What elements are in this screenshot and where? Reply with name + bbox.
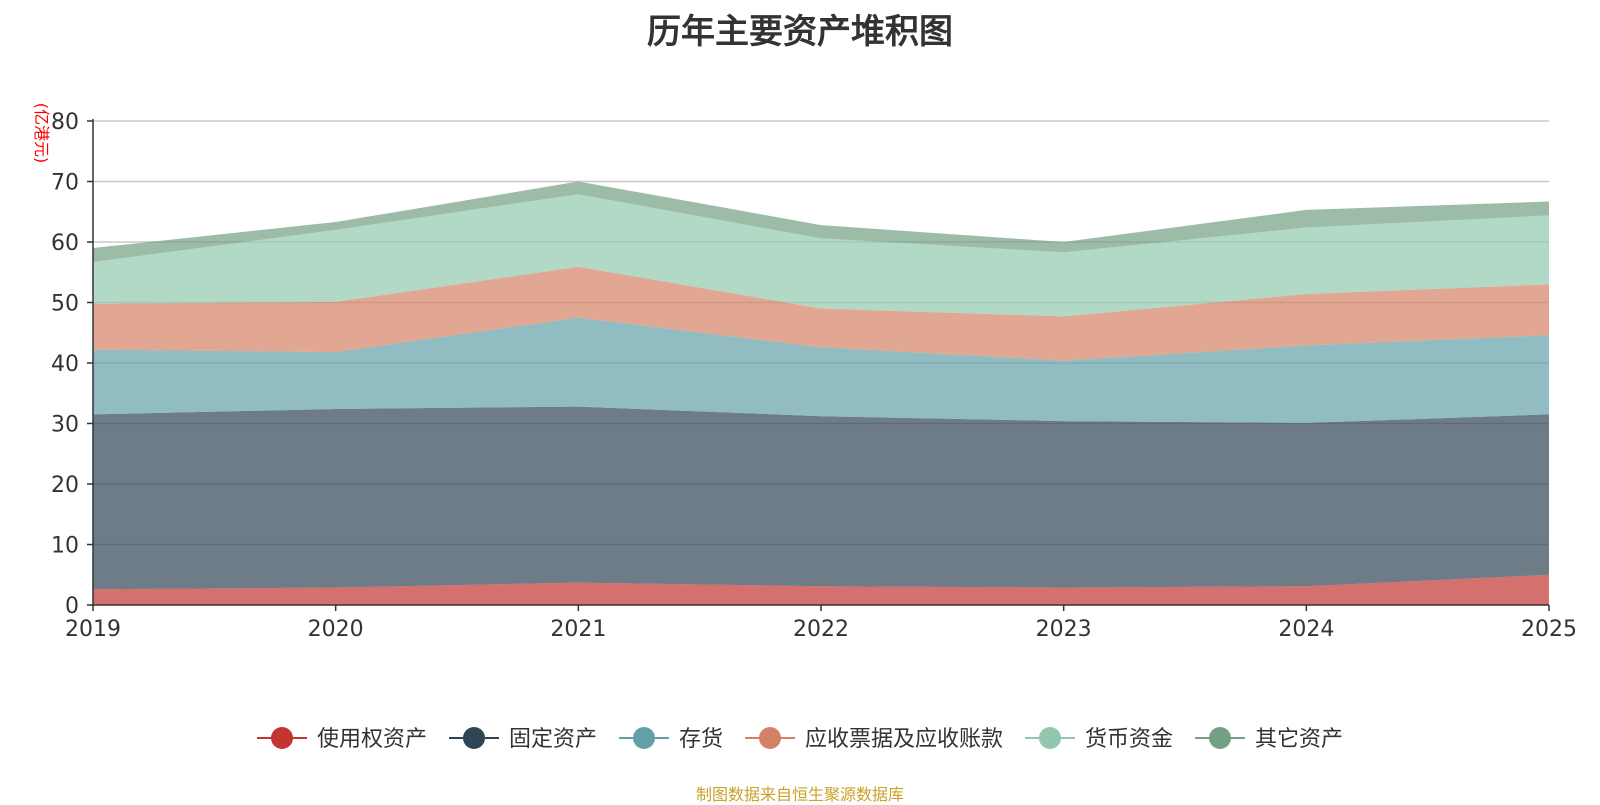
area-series-4 [93,194,1549,317]
legend-marker-2 [633,727,655,749]
stacked-areas [93,181,1549,605]
legend-label-2: 存货 [679,727,723,752]
legend-marker-5 [1209,727,1231,749]
legend-label-3: 应收票据及应收账款 [805,727,1003,752]
area-series-1 [93,406,1549,590]
x-tick-label-2025: 2025 [1521,617,1577,642]
legend: 使用权资产 固定资产 存货 应收票据及应收账款 货币资金 其它资产 [257,727,1343,752]
y-tick-label-10: 10 [51,534,79,559]
legend-marker-3 [759,727,781,749]
y-tick-label-0: 0 [65,594,79,619]
legend-marker-1 [463,727,485,749]
y-tick-label-40: 40 [51,352,79,377]
legend-item-3: 应收票据及应收账款 [745,727,1003,752]
area-series-5 [93,181,1549,262]
legend-label-4: 货币资金 [1085,727,1173,752]
y-tick-label-30: 30 [51,413,79,438]
legend-label-5: 其它资产 [1255,727,1343,752]
x-tick-label-2021: 2021 [550,617,606,642]
legend-item-1: 固定资产 [449,727,597,752]
area-series-2 [93,317,1549,423]
y-tick-label-50: 50 [51,292,79,317]
source-note: 制图数据来自恒生聚源数据库 [695,785,904,804]
legend-item-0: 使用权资产 [257,727,427,752]
y-tick-label-60: 60 [51,231,79,256]
axes: 0 10 20 30 40 50 60 70 80 2019 2020 2021 2022 2023 202… [51,110,1577,642]
area-series-0 [93,574,1549,605]
x-tick-label-2019: 2019 [65,617,121,642]
y-tick-label-20: 20 [51,473,79,498]
y-axis-unit-label: (亿港元) [32,103,51,164]
y-tick-label-80: 80 [51,110,79,135]
area-series-3 [93,266,1549,361]
legend-item-4: 货币资金 [1025,727,1173,752]
y-tick-label-70: 70 [51,171,79,196]
legend-item-5: 其它资产 [1195,727,1343,752]
legend-label-0: 使用权资产 [317,727,427,752]
legend-marker-4 [1039,727,1061,749]
chart-title: 历年主要资产堆积图 [647,12,953,52]
legend-label-1: 固定资产 [509,727,597,752]
x-tick-label-2024: 2024 [1278,617,1334,642]
x-tick-label-2020: 2020 [308,617,364,642]
x-tick-label-2022: 2022 [793,617,849,642]
legend-item-2: 存货 [619,727,723,752]
legend-marker-0 [271,727,293,749]
x-tick-label-2023: 2023 [1036,617,1092,642]
